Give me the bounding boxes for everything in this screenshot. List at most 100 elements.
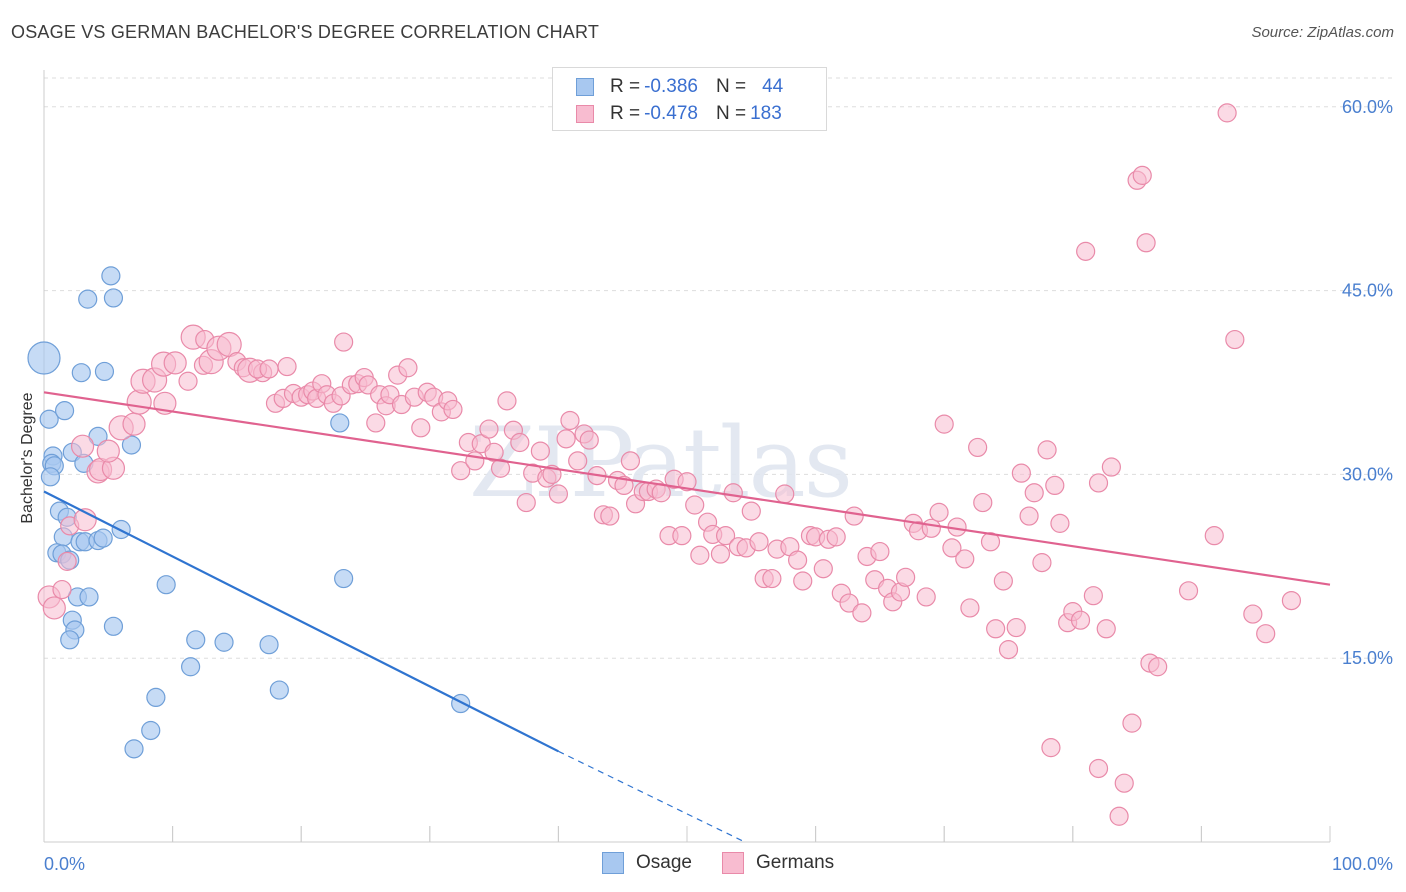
german-point	[710, 544, 731, 564]
german-point	[614, 475, 634, 496]
german-point	[465, 451, 485, 471]
stats-legend: R = -0.386 N = 44 R = -0.478 N = 183	[552, 67, 827, 131]
german-point	[968, 437, 988, 458]
german-point	[870, 541, 890, 562]
german-point	[70, 434, 95, 458]
german-point	[929, 502, 949, 522]
german-point	[560, 410, 580, 431]
german-point	[934, 414, 954, 434]
osage-point	[101, 266, 121, 286]
osage-point	[93, 528, 113, 548]
german-point	[1204, 526, 1224, 546]
german-point	[1011, 463, 1031, 483]
german-point	[178, 371, 198, 391]
osage-point	[451, 693, 471, 714]
german-point	[1243, 604, 1263, 624]
osage-point	[88, 426, 108, 446]
y-tick-label: 30.0%	[1342, 464, 1393, 484]
german-point	[852, 603, 872, 623]
german-point	[1083, 586, 1103, 606]
trend-layer	[43, 391, 1331, 843]
german-point	[516, 492, 536, 513]
osage-point	[181, 657, 201, 677]
osage-point	[259, 635, 279, 655]
german-point	[775, 484, 795, 504]
german-point	[1122, 713, 1142, 733]
german-point	[1045, 475, 1065, 496]
osage-legend-label: Osage	[636, 852, 692, 873]
osage-point	[94, 361, 115, 382]
osage-legend-swatch	[602, 852, 624, 874]
german-point	[277, 356, 297, 377]
x-tick-max: 100.0%	[1332, 854, 1393, 874]
german-point	[942, 538, 962, 558]
osage-trend-line	[43, 490, 559, 753]
y-axis-label: Bachelor's Degree	[19, 392, 36, 523]
german-point	[715, 526, 736, 546]
osage-point	[214, 632, 234, 652]
german-point	[813, 559, 833, 579]
german-point	[960, 598, 980, 618]
german-point	[1032, 553, 1052, 573]
german-point	[1037, 440, 1057, 460]
german-point	[334, 332, 354, 352]
german-point	[411, 418, 431, 438]
german-point	[1225, 329, 1245, 350]
german-trend-line	[43, 391, 1331, 586]
r-value: -0.478	[644, 103, 698, 124]
german-point	[787, 550, 808, 570]
german-point	[916, 587, 936, 607]
osage-swatch	[576, 78, 594, 96]
bottom-legend: Osage Germans	[0, 852, 1406, 878]
german-point	[685, 495, 705, 515]
german-point	[497, 391, 517, 411]
german-point	[749, 532, 769, 552]
chart-title: OSAGE VS GERMAN BACHELOR'S DEGREE CORREL…	[11, 22, 600, 42]
osage-point	[40, 467, 61, 487]
osage-point	[27, 341, 61, 375]
german-point	[530, 441, 550, 461]
german-point	[1070, 610, 1091, 630]
german-point	[955, 549, 975, 569]
german-point	[1109, 806, 1129, 826]
german-point	[1136, 233, 1156, 253]
german-point	[1281, 590, 1302, 611]
osage-point	[78, 289, 98, 309]
german-point	[1088, 473, 1109, 493]
german-point	[921, 518, 941, 538]
german-point	[579, 430, 599, 450]
german-point	[839, 593, 859, 613]
german-point	[163, 351, 187, 375]
german-point	[548, 484, 569, 504]
y-tick-label: 45.0%	[1342, 281, 1393, 301]
r-value: -0.386	[644, 76, 698, 97]
y-tick-label: 60.0%	[1342, 97, 1393, 117]
osage-trend-extension	[558, 750, 746, 843]
german-point	[556, 429, 576, 449]
osage-point	[141, 720, 161, 741]
german-point	[986, 619, 1006, 639]
osage-point	[146, 687, 166, 708]
german-point	[723, 483, 743, 503]
german-point	[1217, 103, 1237, 123]
osage-point	[54, 401, 75, 421]
y-tick-label: 15.0%	[1342, 648, 1393, 668]
german-point	[52, 579, 72, 600]
german-point	[620, 451, 641, 471]
german-point	[998, 640, 1019, 660]
german-point	[1132, 165, 1152, 185]
german-point	[568, 451, 588, 471]
n-label: N =	[715, 76, 747, 97]
n-value: 183	[750, 103, 782, 124]
german-point	[973, 492, 993, 513]
german-point	[1041, 738, 1061, 758]
legend-row-germans: R = -0.478 N = 183	[576, 101, 782, 127]
german-point	[1178, 581, 1199, 601]
german-point	[1088, 758, 1109, 779]
german-point	[741, 501, 761, 521]
source-label: Source: ZipAtlas.com	[1251, 24, 1394, 41]
bottom-legend-germans[interactable]: Germans	[722, 852, 834, 874]
german-point	[398, 358, 418, 378]
bottom-legend-osage[interactable]: Osage	[602, 852, 692, 874]
